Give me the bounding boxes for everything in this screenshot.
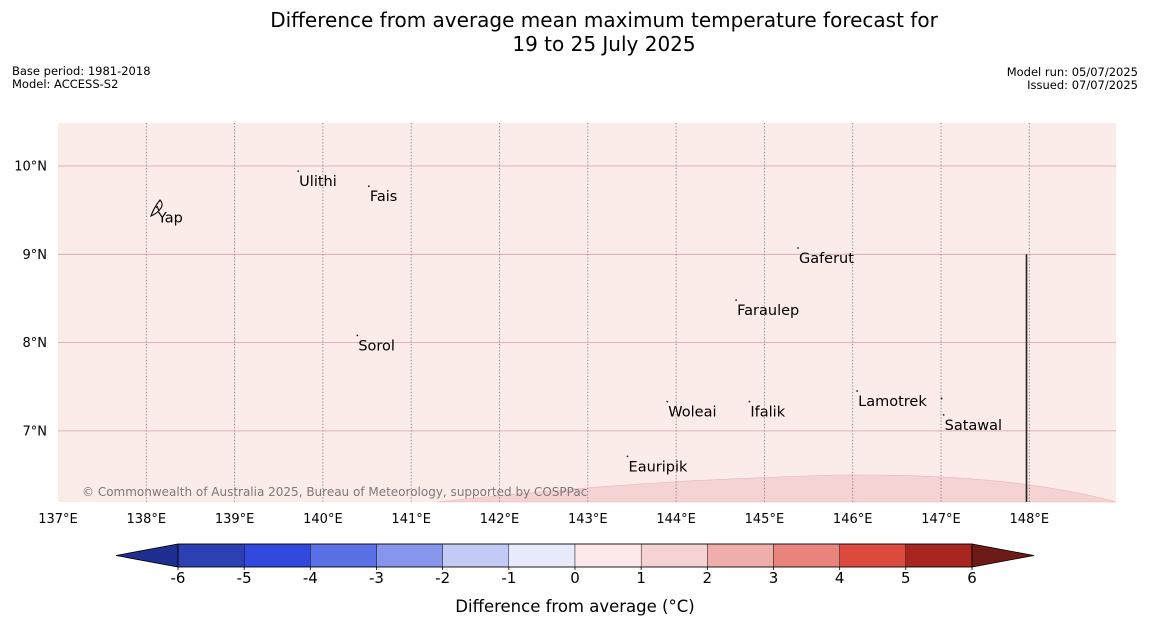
colorbar-segment — [244, 544, 310, 567]
colorbar-tick-label: -1 — [501, 569, 516, 587]
colorbar-tick-label: -6 — [171, 569, 186, 587]
place-marker — [735, 299, 737, 301]
colorbar-label: Difference from average (°C) — [455, 597, 694, 616]
place-marker — [368, 185, 370, 187]
lon-tick-label: 142°E — [480, 512, 520, 527]
lat-tick-label: 7°N — [23, 424, 48, 439]
lon-tick-label: 138°E — [127, 512, 167, 527]
colorbar-segment — [707, 544, 773, 567]
lon-tick-label: 143°E — [568, 512, 608, 527]
copyright-text: © Commonwealth of Australia 2025, Bureau… — [82, 485, 587, 499]
map-background — [58, 123, 1116, 502]
place-label: Eauripik — [629, 459, 688, 475]
colorbar-tick-label: -3 — [369, 569, 384, 587]
place-marker — [356, 335, 358, 337]
colorbar-tick-label: -5 — [237, 569, 252, 587]
islet-marker — [941, 398, 943, 400]
lon-tick-label: 139°E — [215, 512, 255, 527]
colorbar-segment — [178, 544, 244, 567]
place-label: Gaferut — [799, 251, 854, 267]
colorbar-segment — [377, 544, 443, 567]
colorbar-tick-label: 5 — [901, 569, 911, 587]
place-marker — [666, 401, 668, 403]
lat-tick-label: 10°N — [14, 160, 47, 175]
place-marker — [748, 401, 750, 403]
colorbar-tick-label: 6 — [967, 569, 977, 587]
colorbar-segment — [310, 544, 376, 567]
lon-tick-label: 144°E — [656, 512, 696, 527]
colorbar-segment — [575, 544, 641, 567]
colorbar-extend-high — [972, 544, 1034, 567]
colorbar-extend-low — [116, 544, 178, 567]
lat-tick-label: 8°N — [23, 336, 48, 351]
colorbar-tick-label: 0 — [570, 569, 580, 587]
colorbar: -6 -5 -4 -3 -2 -1 0 1 2 3 4 5 6 Difference from avera… — [116, 544, 1034, 616]
lon-tick-label: 140°E — [303, 512, 343, 527]
place-marker — [627, 455, 629, 457]
place-label: Faraulep — [737, 303, 799, 319]
place-marker — [943, 414, 945, 416]
place-marker — [856, 390, 858, 392]
lat-tick-label: 9°N — [23, 248, 48, 263]
map-panel: Yap Ulithi Fais Gaferut Faraulep Sorol Woleai I… — [58, 123, 1116, 502]
colorbar-tick-label: 3 — [769, 569, 779, 587]
place-label: Woleai — [668, 405, 716, 421]
colorbar-tick-label: 1 — [636, 569, 646, 587]
place-label: Satawal — [945, 418, 1002, 434]
colorbar-tick-label: 4 — [835, 569, 845, 587]
lon-tick-label: 145°E — [745, 512, 785, 527]
place-label: Yap — [157, 210, 183, 226]
place-label: Fais — [370, 189, 397, 205]
colorbar-tick-label: -2 — [435, 569, 450, 587]
place-label: Ifalik — [750, 405, 785, 421]
place-marker — [156, 206, 158, 208]
colorbar-segment — [906, 544, 972, 567]
colorbar-segment — [641, 544, 707, 567]
colorbar-segment — [509, 544, 575, 567]
place-marker — [797, 247, 799, 249]
place-marker — [297, 170, 299, 172]
lon-tick-label: 148°E — [1010, 512, 1050, 527]
lon-tick-label: 147°E — [921, 512, 961, 527]
colorbar-segment — [774, 544, 840, 567]
place-label: Sorol — [358, 338, 395, 354]
colorbar-segment — [443, 544, 509, 567]
colorbar-tick-label: 2 — [703, 569, 713, 587]
place-label: Ulithi — [299, 174, 337, 190]
colorbar-tick-label: -4 — [303, 569, 318, 587]
lon-tick-label: 141°E — [391, 512, 431, 527]
colorbar-segment — [840, 544, 906, 567]
lon-tick-label: 137°E — [38, 512, 78, 527]
lon-tick-label: 146°E — [833, 512, 873, 527]
place-label: Lamotrek — [858, 394, 927, 410]
